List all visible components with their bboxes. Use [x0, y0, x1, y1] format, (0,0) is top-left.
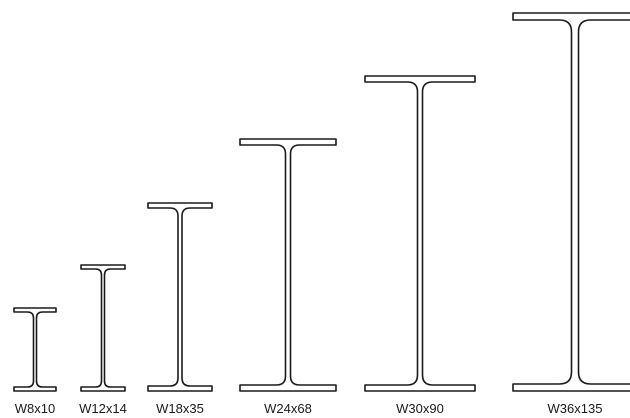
section-label-w12x14: W12x14 [79, 401, 127, 416]
beam-outline-w18x35 [147, 202, 213, 392]
section-w18x35: W18x35 [147, 202, 213, 416]
section-label-w8x10: W8x10 [15, 401, 55, 416]
section-label-w36x135: W36x135 [548, 401, 603, 416]
section-w12x14: W12x14 [79, 264, 127, 416]
section-w30x90: W30x90 [364, 75, 476, 416]
section-w24x68: W24x68 [239, 138, 337, 416]
beam-outline-w24x68 [239, 138, 337, 392]
section-label-w30x90: W30x90 [396, 401, 444, 416]
beam-outline-w8x10 [13, 307, 57, 392]
section-label-w24x68: W24x68 [264, 401, 312, 416]
beam-outline-w30x90 [364, 75, 476, 392]
beam-outline-w12x14 [80, 264, 126, 392]
section-w8x10: W8x10 [13, 307, 57, 416]
section-label-w18x35: W18x35 [156, 401, 204, 416]
section-w36x135: W36x135 [512, 12, 630, 416]
beam-outline-w36x135 [512, 12, 630, 392]
